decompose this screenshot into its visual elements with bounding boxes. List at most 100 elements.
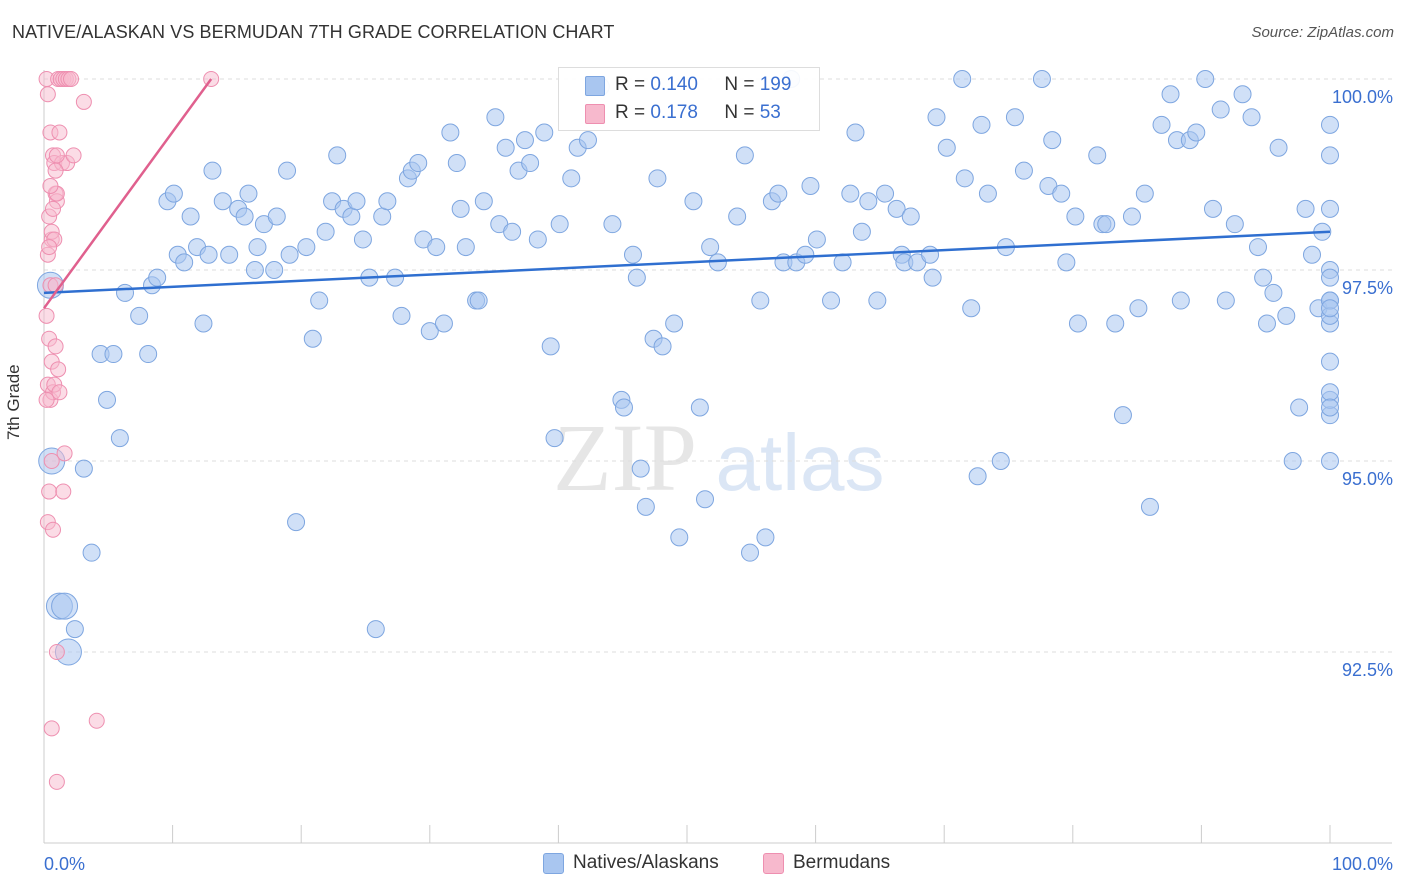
natives-point xyxy=(451,199,470,218)
natives-point xyxy=(1321,268,1339,287)
natives-point xyxy=(74,459,93,478)
bermudans-point xyxy=(45,521,62,538)
legend-r-value: 0.178 xyxy=(650,102,698,123)
natives-point xyxy=(1057,253,1076,272)
natives-point xyxy=(1014,161,1033,180)
natives-point xyxy=(578,131,597,150)
natives-point xyxy=(901,207,920,226)
natives-point xyxy=(199,245,218,264)
natives-point xyxy=(841,184,860,203)
natives-point xyxy=(51,592,79,620)
natives-point xyxy=(203,161,222,180)
bermudans-swatch xyxy=(585,104,605,124)
natives-point xyxy=(239,184,258,203)
natives-point xyxy=(220,245,239,264)
natives-point xyxy=(486,108,505,127)
y-tick-label: 97.5% xyxy=(1342,278,1393,298)
natives-point xyxy=(535,123,554,142)
grid-lines xyxy=(44,78,1392,653)
natives-point xyxy=(1043,131,1062,150)
stats-legend: R = 0.140 N = 199 R = 0.178 N = 53 xyxy=(558,67,820,131)
bermudans-point xyxy=(51,384,68,401)
legend-r-label: R = xyxy=(615,74,646,95)
natives-point xyxy=(937,138,956,157)
natives-legend-label: Natives/Alaskans xyxy=(573,852,719,873)
natives-point xyxy=(287,513,306,532)
natives-point xyxy=(1129,299,1148,318)
natives-point xyxy=(562,169,581,188)
bermudans-trend-line xyxy=(42,78,213,309)
natives-point xyxy=(366,620,385,639)
natives-point xyxy=(427,238,446,257)
natives-point xyxy=(1225,215,1244,234)
bermudans-legend-label: Bermudans xyxy=(793,852,891,873)
natives-point xyxy=(1187,123,1206,142)
natives-point xyxy=(1152,115,1171,134)
natives-point xyxy=(1171,291,1190,310)
natives-point xyxy=(696,490,715,509)
natives-point xyxy=(496,138,515,157)
natives-point xyxy=(528,230,547,249)
natives-point xyxy=(139,345,158,364)
x-tick-label: 100.0% xyxy=(1332,854,1393,874)
natives-point xyxy=(1290,398,1309,417)
watermark-atlas: atlas xyxy=(716,418,885,507)
bermudans-point xyxy=(48,644,65,660)
bermudans-point xyxy=(38,391,55,408)
natives-point xyxy=(665,314,684,333)
natives-point xyxy=(545,429,564,448)
natives-point xyxy=(1161,85,1180,104)
natives-point xyxy=(420,322,439,341)
bermudans-point xyxy=(63,71,80,87)
natives-point xyxy=(1068,314,1087,333)
natives-swatch xyxy=(585,76,605,96)
bermudans-point xyxy=(42,177,59,194)
natives-point xyxy=(447,154,466,173)
legend-n-label: N = xyxy=(724,74,755,95)
natives-point xyxy=(923,268,942,287)
bermudans-point xyxy=(39,86,56,103)
natives-point xyxy=(1302,245,1321,264)
natives-point xyxy=(953,70,972,88)
watermark-zip: ZIP xyxy=(553,404,697,511)
natives-point xyxy=(213,192,232,211)
natives-legend-swatch xyxy=(543,853,564,874)
natives-point xyxy=(955,169,974,188)
natives-point xyxy=(728,207,747,226)
natives-point xyxy=(1216,291,1235,310)
bermudans-point xyxy=(51,124,68,141)
natives-point xyxy=(373,207,392,226)
natives-point xyxy=(515,131,534,150)
legend-n-value: 199 xyxy=(759,74,792,95)
natives-point xyxy=(104,345,123,364)
y-tick-label: 100.0% xyxy=(1332,87,1393,107)
natives-point xyxy=(1321,352,1339,371)
bermudans-point xyxy=(75,93,92,110)
natives-point xyxy=(148,268,167,287)
natives-point xyxy=(245,261,264,279)
natives-point xyxy=(631,459,650,478)
natives-point xyxy=(887,199,906,218)
natives-point xyxy=(303,329,322,348)
natives-point xyxy=(1277,306,1296,325)
bermudans-point xyxy=(48,147,65,164)
bermudans-point xyxy=(56,445,73,462)
natives-point xyxy=(701,238,720,257)
natives-point xyxy=(822,291,841,310)
natives-point xyxy=(1321,115,1339,134)
tick-labels: 92.5% 95.0% 97.5% 100.0% 0.0% 100.0% xyxy=(44,87,1393,874)
natives-point xyxy=(1269,138,1288,157)
natives-point xyxy=(1321,146,1339,165)
natives-point xyxy=(1264,283,1283,302)
natives-point xyxy=(741,543,760,562)
natives-point xyxy=(1196,70,1215,88)
natives-point xyxy=(968,467,987,486)
natives-point xyxy=(328,146,347,165)
natives-point xyxy=(1005,108,1024,127)
natives-point xyxy=(550,215,569,234)
natives-point xyxy=(1097,215,1116,234)
bermudans-point xyxy=(43,720,60,737)
natives-point xyxy=(278,161,297,180)
legend-r-label: R = xyxy=(615,102,646,123)
